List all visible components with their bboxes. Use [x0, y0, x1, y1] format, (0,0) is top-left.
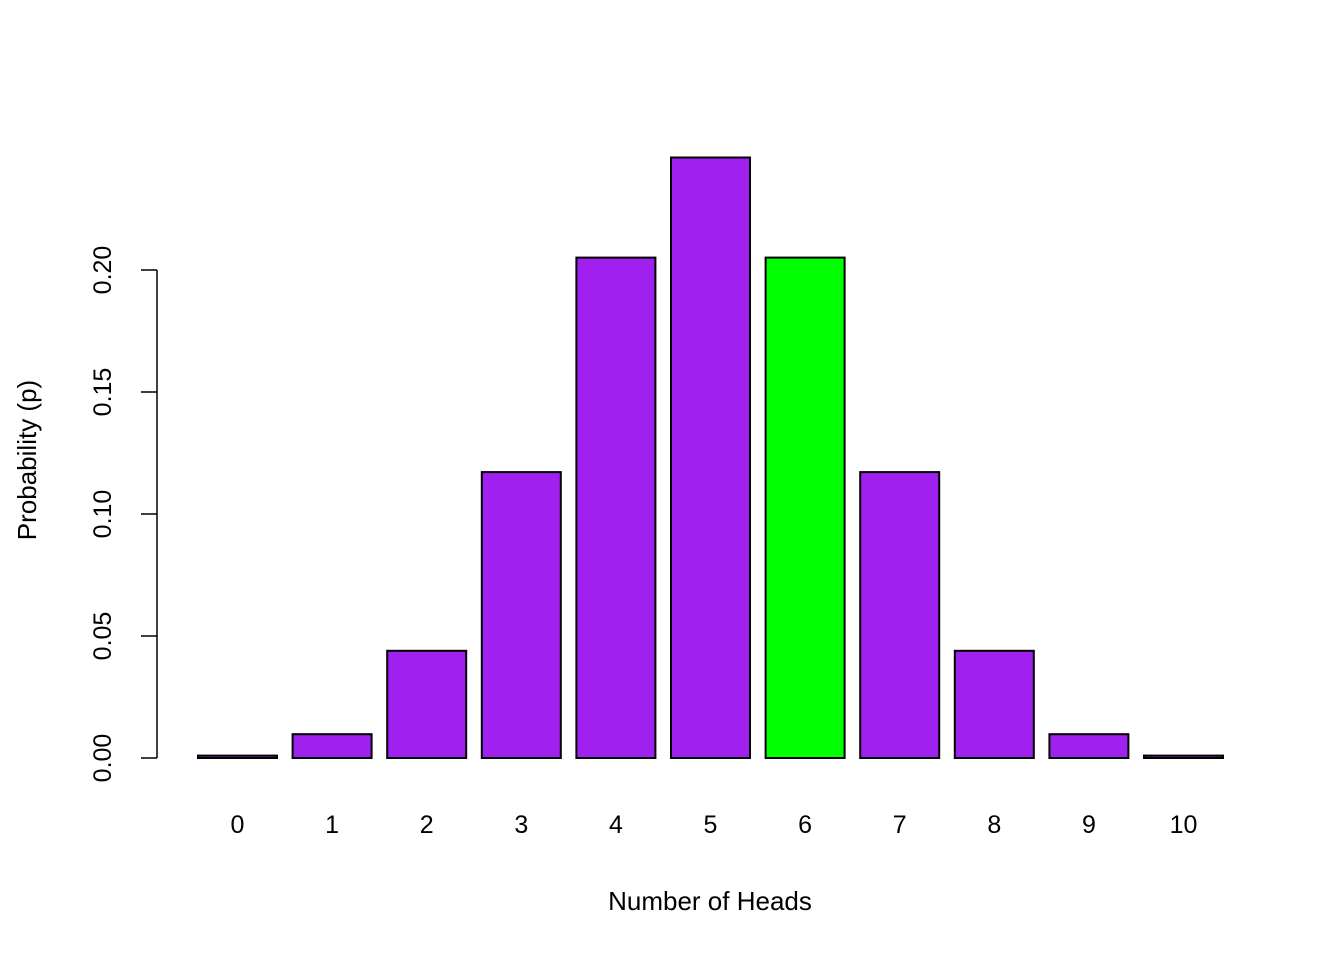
x-tick-label-3: 3 — [514, 811, 528, 839]
x-axis-title: Number of Heads — [608, 886, 812, 916]
x-tick-label-0: 0 — [231, 811, 245, 839]
y-axis: 0.00 0.05 0.10 0.15 0.20 — [89, 246, 158, 783]
y-tick-label: 0.00 — [89, 734, 117, 783]
x-tick-label-4: 4 — [609, 811, 623, 839]
bar-1 — [291, 733, 373, 760]
bar-4 — [575, 256, 657, 759]
x-tick-label-2: 2 — [420, 811, 434, 839]
x-tick-label-7: 7 — [893, 811, 907, 839]
bar-8 — [953, 649, 1035, 759]
bar-10 — [1143, 754, 1224, 759]
x-tick-label-5: 5 — [704, 811, 718, 839]
y-tick-label: 0.10 — [89, 490, 117, 539]
y-tick-label: 0.20 — [89, 246, 117, 295]
x-tick-label-8: 8 — [987, 811, 1001, 839]
y-axis-title: Probability (p) — [12, 380, 42, 540]
y-tick-label: 0.15 — [89, 368, 117, 417]
bar-7 — [859, 471, 941, 759]
bar-9 — [1048, 733, 1130, 760]
x-tick-label-6: 6 — [798, 811, 812, 839]
bar-5 — [670, 156, 751, 759]
y-tick-label: 0.05 — [89, 612, 117, 661]
bar-0 — [197, 754, 278, 759]
x-tick-label-1: 1 — [325, 811, 339, 839]
x-tick-labels: 0 1 2 3 4 5 6 7 8 9 10 — [231, 811, 1198, 839]
x-tick-label-10: 10 — [1170, 811, 1198, 839]
bar-3 — [480, 471, 562, 759]
x-tick-label-9: 9 — [1082, 811, 1096, 839]
bar-6 — [764, 256, 846, 759]
bar-2 — [386, 649, 468, 759]
bars-group — [197, 156, 1224, 760]
